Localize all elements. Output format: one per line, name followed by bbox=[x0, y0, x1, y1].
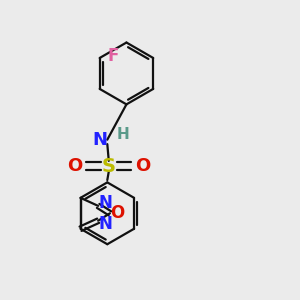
Text: O: O bbox=[110, 204, 124, 222]
Text: N: N bbox=[92, 131, 107, 149]
Text: O: O bbox=[136, 157, 151, 175]
Text: F: F bbox=[107, 46, 118, 64]
Text: N: N bbox=[99, 194, 112, 212]
Text: N: N bbox=[99, 215, 112, 233]
Text: S: S bbox=[102, 157, 116, 176]
Text: H: H bbox=[117, 127, 130, 142]
Text: O: O bbox=[67, 157, 82, 175]
